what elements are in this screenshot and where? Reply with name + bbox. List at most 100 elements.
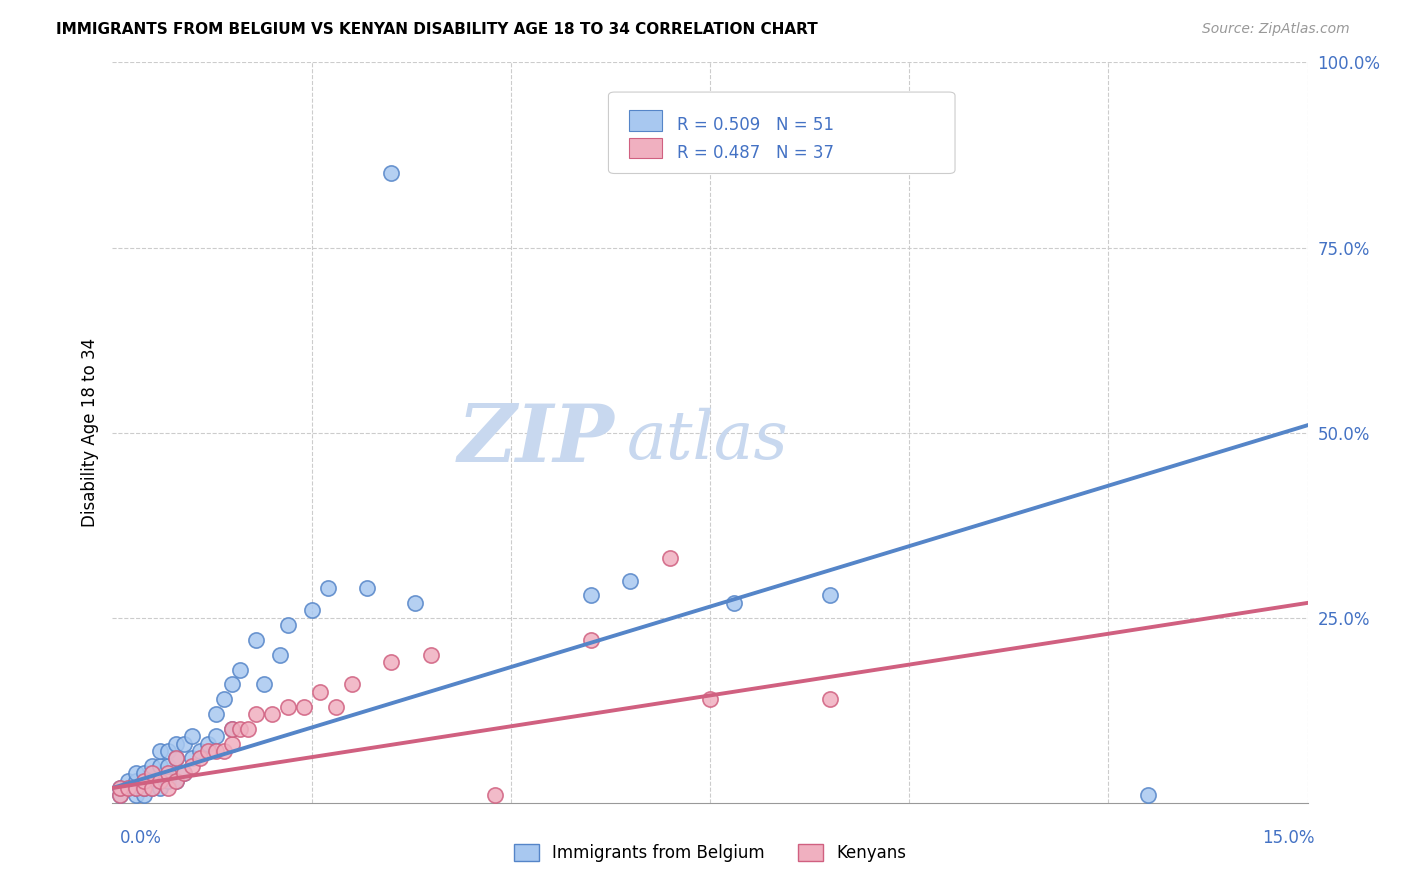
Point xyxy=(205,744,228,758)
Point xyxy=(221,677,243,691)
Point xyxy=(229,663,252,677)
Y-axis label: Disability Age 18 to 34: Disability Age 18 to 34 xyxy=(80,338,98,527)
Point xyxy=(110,780,132,795)
Point xyxy=(165,773,187,788)
Point xyxy=(173,766,195,780)
Point xyxy=(277,618,299,632)
Point xyxy=(579,632,602,647)
FancyBboxPatch shape xyxy=(628,137,662,158)
Point xyxy=(157,744,180,758)
Text: R = 0.487   N = 37: R = 0.487 N = 37 xyxy=(676,144,834,161)
Point xyxy=(245,632,267,647)
Point xyxy=(818,692,841,706)
Point xyxy=(818,589,841,603)
Point xyxy=(149,780,172,795)
Point xyxy=(212,692,235,706)
Point xyxy=(197,737,219,751)
Point xyxy=(205,706,228,721)
Point xyxy=(149,773,172,788)
Point xyxy=(165,773,187,788)
FancyBboxPatch shape xyxy=(609,92,955,173)
Point xyxy=(269,648,291,662)
Text: 0.0%: 0.0% xyxy=(120,829,162,847)
Point xyxy=(134,773,156,788)
Point xyxy=(301,603,323,617)
Point xyxy=(134,780,156,795)
Point xyxy=(157,758,180,772)
Point xyxy=(420,648,443,662)
Point xyxy=(149,744,172,758)
Point xyxy=(165,737,187,751)
Point xyxy=(141,780,163,795)
Text: atlas: atlas xyxy=(627,408,789,473)
Point xyxy=(125,766,148,780)
Point xyxy=(197,744,219,758)
Point xyxy=(188,751,211,765)
Point xyxy=(205,729,228,743)
Point xyxy=(141,780,163,795)
Point xyxy=(221,722,243,736)
Point xyxy=(292,699,315,714)
Point xyxy=(125,773,148,788)
Text: IMMIGRANTS FROM BELGIUM VS KENYAN DISABILITY AGE 18 TO 34 CORRELATION CHART: IMMIGRANTS FROM BELGIUM VS KENYAN DISABI… xyxy=(56,22,818,37)
Point xyxy=(356,581,378,595)
Text: ZIP: ZIP xyxy=(457,401,614,479)
Point xyxy=(110,789,132,803)
Point xyxy=(173,737,195,751)
Point xyxy=(229,722,252,736)
Point xyxy=(253,677,276,691)
Point xyxy=(141,766,163,780)
Point xyxy=(134,789,156,803)
Point xyxy=(157,773,180,788)
Legend: Immigrants from Belgium, Kenyans: Immigrants from Belgium, Kenyans xyxy=(508,837,912,869)
Point xyxy=(484,789,506,803)
Point xyxy=(117,780,139,795)
Point xyxy=(188,744,211,758)
Point xyxy=(236,722,259,736)
Point xyxy=(340,677,363,691)
Point xyxy=(404,596,426,610)
Point xyxy=(1137,789,1160,803)
Point xyxy=(212,744,235,758)
Point xyxy=(221,722,243,736)
Point xyxy=(579,589,602,603)
Point xyxy=(181,758,204,772)
Point xyxy=(221,737,243,751)
FancyBboxPatch shape xyxy=(628,110,662,131)
Text: 15.0%: 15.0% xyxy=(1263,829,1315,847)
Point xyxy=(699,692,721,706)
Point xyxy=(181,751,204,765)
Point xyxy=(173,766,195,780)
Text: R = 0.509   N = 51: R = 0.509 N = 51 xyxy=(676,116,834,135)
Point xyxy=(316,581,339,595)
Point xyxy=(157,780,180,795)
Point xyxy=(181,729,204,743)
Point xyxy=(380,655,402,669)
Text: Source: ZipAtlas.com: Source: ZipAtlas.com xyxy=(1202,22,1350,37)
Point xyxy=(149,773,172,788)
Point xyxy=(308,685,330,699)
Point xyxy=(165,751,187,765)
Point xyxy=(141,766,163,780)
Point xyxy=(165,751,187,765)
Point xyxy=(260,706,283,721)
Point xyxy=(619,574,641,588)
Point xyxy=(134,780,156,795)
Point xyxy=(110,780,132,795)
Point xyxy=(723,596,745,610)
Point xyxy=(141,773,163,788)
Point xyxy=(157,766,180,780)
Point xyxy=(134,766,156,780)
Point xyxy=(325,699,347,714)
Point xyxy=(117,773,139,788)
Point xyxy=(277,699,299,714)
Point xyxy=(125,780,148,795)
Point xyxy=(380,166,402,180)
Point xyxy=(141,758,163,772)
Point xyxy=(245,706,267,721)
Point xyxy=(117,780,139,795)
Point xyxy=(659,551,682,566)
Point xyxy=(149,758,172,772)
Point xyxy=(110,789,132,803)
Point xyxy=(125,780,148,795)
